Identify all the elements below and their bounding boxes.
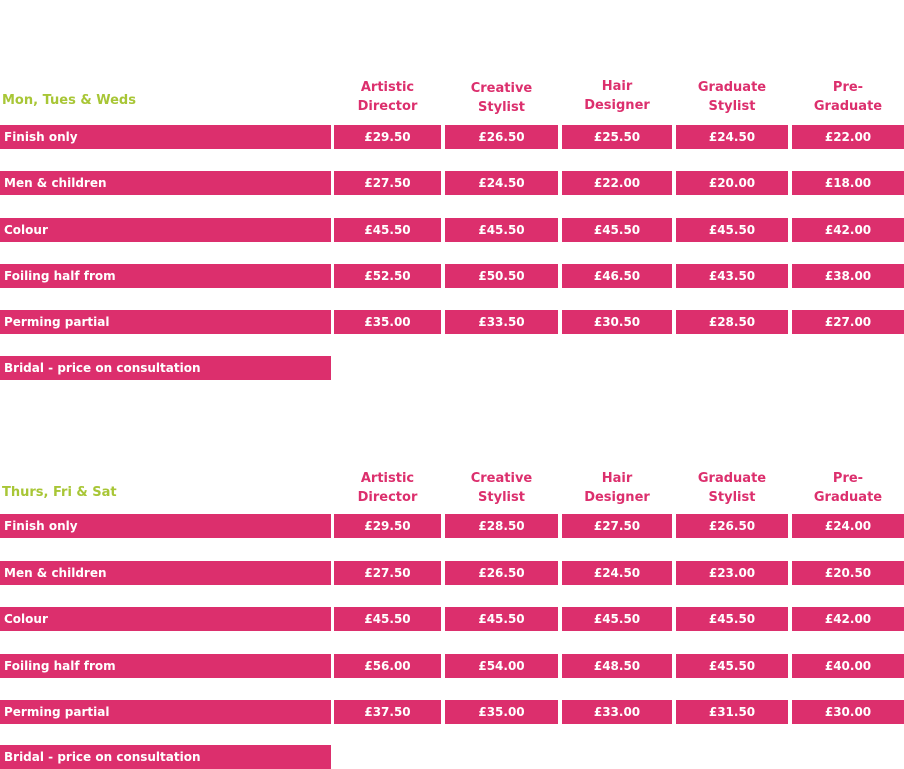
price-cell: £22.00 <box>562 171 672 195</box>
price-cell: £23.00 <box>676 561 788 585</box>
day-label: Mon, Tues & Weds <box>2 93 136 108</box>
price-cell: £33.00 <box>562 700 672 724</box>
price-cell: £45.50 <box>562 607 672 631</box>
column-header-pre-graduate: Pre- Graduate <box>813 471 883 505</box>
price-cell: £45.50 <box>445 607 558 631</box>
column-header-graduate-stylist: Graduate Stylist <box>697 471 767 505</box>
price-cell: £35.00 <box>445 700 558 724</box>
price-cell: £20.50 <box>792 561 904 585</box>
column-header-creative-stylist: Creative Stylist <box>470 81 533 115</box>
service-label: Finish only <box>0 125 331 149</box>
price-cell: £45.50 <box>445 218 558 242</box>
column-header-pre-graduate: Pre- Graduate <box>813 80 883 114</box>
price-cell: £45.50 <box>676 607 788 631</box>
price-cell: £35.00 <box>334 310 441 334</box>
price-cell: £52.50 <box>334 264 441 288</box>
price-cell: £37.50 <box>334 700 441 724</box>
price-cell: £28.50 <box>445 514 558 538</box>
column-header-hair-designer: Hair Designer <box>584 471 650 505</box>
price-cell: £18.00 <box>792 171 904 195</box>
price-cell: £26.50 <box>445 125 558 149</box>
price-cell: £26.50 <box>676 514 788 538</box>
bridal-label: Bridal - price on consultation <box>0 356 331 380</box>
column-header-creative-stylist: Creative Stylist <box>470 471 533 505</box>
price-cell: £24.50 <box>676 125 788 149</box>
price-cell: £24.50 <box>445 171 558 195</box>
price-cell: £46.50 <box>562 264 672 288</box>
price-cell: £38.00 <box>792 264 904 288</box>
service-label: Perming partial <box>0 310 331 334</box>
price-cell: £29.50 <box>334 125 441 149</box>
price-cell: £42.00 <box>792 218 904 242</box>
price-cell: £22.00 <box>792 125 904 149</box>
price-cell: £45.50 <box>334 607 441 631</box>
price-cell: £45.50 <box>562 218 672 242</box>
price-cell: £31.50 <box>676 700 788 724</box>
column-header-hair-designer: Hair Designer <box>584 79 650 113</box>
price-cell: £27.50 <box>334 171 441 195</box>
service-label: Finish only <box>0 514 331 538</box>
price-cell: £27.50 <box>562 514 672 538</box>
price-cell: £48.50 <box>562 654 672 678</box>
price-cell: £27.00 <box>792 310 904 334</box>
service-label: Colour <box>0 607 331 631</box>
service-label: Perming partial <box>0 700 331 724</box>
price-cell: £54.00 <box>445 654 558 678</box>
price-cell: £50.50 <box>445 264 558 288</box>
service-label: Men & children <box>0 561 331 585</box>
price-cell: £28.50 <box>676 310 788 334</box>
price-cell: £24.50 <box>562 561 672 585</box>
price-cell: £20.00 <box>676 171 788 195</box>
service-label: Foiling half from <box>0 654 331 678</box>
service-label: Colour <box>0 218 331 242</box>
bridal-label: Bridal - price on consultation <box>0 745 331 769</box>
service-label: Men & children <box>0 171 331 195</box>
price-cell: £26.50 <box>445 561 558 585</box>
price-cell: £45.50 <box>676 218 788 242</box>
price-cell: £40.00 <box>792 654 904 678</box>
price-cell: £33.50 <box>445 310 558 334</box>
column-header-artistic-director: Artistic Director <box>357 471 418 505</box>
column-header-artistic-director: Artistic Director <box>357 80 418 114</box>
price-cell: £24.00 <box>792 514 904 538</box>
price-cell: £45.50 <box>676 654 788 678</box>
price-cell: £29.50 <box>334 514 441 538</box>
price-cell: £56.00 <box>334 654 441 678</box>
price-cell: £30.00 <box>792 700 904 724</box>
price-cell: £43.50 <box>676 264 788 288</box>
price-cell: £25.50 <box>562 125 672 149</box>
price-cell: £30.50 <box>562 310 672 334</box>
price-cell: £42.00 <box>792 607 904 631</box>
day-label: Thurs, Fri & Sat <box>2 485 117 500</box>
column-header-graduate-stylist: Graduate Stylist <box>697 80 767 114</box>
price-cell: £27.50 <box>334 561 441 585</box>
service-label: Foiling half from <box>0 264 331 288</box>
price-cell: £45.50 <box>334 218 441 242</box>
